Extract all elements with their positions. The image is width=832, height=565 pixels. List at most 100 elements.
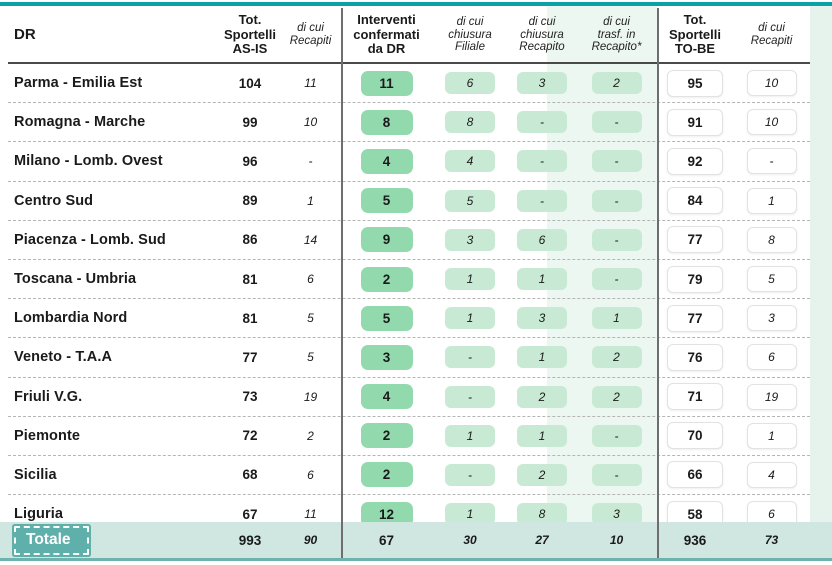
interventi-chip: 2: [360, 462, 413, 488]
dr-label: Centro Sud: [14, 192, 94, 209]
interventi-chip: 11: [360, 70, 413, 96]
totale-trasf: 10: [609, 533, 624, 547]
asis-recapiti-value: 5: [307, 311, 314, 326]
tobe-recapiti-chip: -: [746, 148, 797, 175]
dr-label: Liguria: [14, 506, 64, 523]
tobe-recapiti-chip: 3: [746, 305, 797, 332]
header-trasf-recapito: di cui trasf. in Recapito*: [591, 15, 642, 54]
totale-filiale: 30: [463, 533, 477, 547]
dr-label: Lombardia Nord: [14, 310, 128, 327]
interventi-chip: 9: [360, 227, 413, 253]
totale-badge: Totale: [14, 525, 89, 555]
table-body: Parma - Emilia Est 104 11 11 6 3 2 95 10…: [8, 64, 810, 536]
chiusura-recapito-chip: 2: [517, 463, 567, 486]
trasf-recapito-chip: -: [591, 150, 642, 173]
tobe-total-chip: 84: [667, 187, 723, 215]
chiusura-recapito-chip: 3: [517, 72, 567, 95]
trasf-recapito-chip: -: [591, 424, 642, 447]
header-interventi: Interventi confermati da DR: [353, 12, 420, 57]
interventi-chip: 4: [360, 148, 413, 174]
bottom-border-line: [0, 558, 832, 561]
table-row: Toscana - Umbria 81 6 2 1 1 - 79 5: [8, 260, 810, 300]
chiusura-filiale-chip: 1: [445, 503, 495, 526]
asis-recapiti-value: 11: [304, 507, 317, 522]
chiusura-filiale-chip: 4: [445, 150, 495, 173]
asis-total-value: 89: [242, 193, 258, 209]
table-row: Sicilia 68 6 2 - 2 - 66 4: [8, 456, 810, 496]
dr-label: Piemonte: [14, 427, 81, 444]
trasf-recapito-chip: -: [591, 189, 642, 212]
trasf-recapito-chip: 1: [591, 307, 642, 330]
chiusura-filiale-chip: 8: [445, 111, 495, 134]
chiusura-recapito-chip: 2: [517, 385, 567, 408]
header-asis-total: Tot. Sportelli AS-IS: [223, 12, 276, 57]
chiusura-filiale-chip: -: [445, 463, 495, 486]
trasf-recapito-chip: -: [591, 228, 642, 251]
trasf-recapito-chip: 2: [591, 72, 642, 95]
interventi-chip: 2: [360, 266, 413, 292]
asis-total-value: 99: [242, 114, 258, 130]
asis-recapiti-value: 10: [303, 115, 318, 130]
tobe-total-chip: 95: [667, 69, 723, 97]
chiusura-recapito-chip: 3: [517, 307, 567, 330]
table-row: Parma - Emilia Est 104 11 11 6 3 2 95 10: [8, 64, 810, 104]
table-row: Veneto - T.A.A 77 5 3 - 1 2 76 6: [8, 338, 810, 378]
table-row: Piacenza - Lomb. Sud 86 14 9 3 6 - 77 8: [8, 221, 810, 260]
tobe-total-chip: 70: [667, 422, 723, 450]
trasf-recapito-chip: 3: [591, 503, 642, 526]
dr-label: Piacenza - Lomb. Sud: [14, 231, 166, 248]
asis-recapiti-value: 5: [307, 350, 314, 365]
column-divider-left: [341, 8, 343, 558]
tobe-recapiti-chip: 10: [746, 70, 797, 97]
totale-recapito: 27: [535, 533, 549, 547]
asis-total-value: 81: [242, 271, 258, 287]
totale-interventi: 67: [378, 532, 395, 548]
header-chiusura-recapito: di cui chiusura Recapito: [519, 15, 565, 54]
interventi-chip: 4: [360, 384, 413, 410]
chiusura-recapito-chip: -: [517, 111, 567, 134]
asis-total-value: 68: [242, 467, 258, 483]
header-asis-recapiti: di cui Recapiti: [289, 22, 332, 47]
asis-total-value: 81: [242, 310, 258, 326]
tobe-total-chip: 77: [667, 226, 723, 254]
interventi-chip: 5: [360, 188, 413, 214]
tobe-total-chip: 79: [667, 265, 723, 293]
chiusura-filiale-chip: -: [445, 346, 495, 369]
asis-total-value: 67: [242, 506, 258, 522]
totale-tobe: 936: [683, 532, 707, 548]
asis-recapiti-value: 11: [304, 76, 317, 91]
header-chiusura-filiale: di cui chiusura Filiale: [448, 15, 492, 54]
table-row: Liguria 67 11 12 1 8 3 58 6: [8, 495, 810, 533]
tobe-recapiti-chip: 8: [746, 226, 797, 253]
tobe-total-chip: 66: [667, 461, 723, 489]
header-dr: DR: [14, 25, 36, 43]
chiusura-recapito-chip: 1: [517, 424, 567, 447]
asis-recapiti-value: 6: [307, 467, 314, 482]
asis-recapiti-value: 6: [307, 272, 314, 287]
dr-label: Veneto - T.A.A: [14, 349, 113, 366]
asis-total-value: 73: [242, 389, 258, 405]
dr-label: Toscana - Umbria: [14, 271, 137, 288]
dr-label: Romagna - Marche: [14, 114, 146, 131]
dr-label: Milano - Lomb. Ovest: [14, 153, 163, 170]
asis-total-value: 77: [242, 349, 258, 365]
totale-asis-recapiti: 90: [303, 533, 318, 547]
asis-recapiti-value: 2: [307, 428, 314, 443]
dr-label: Sicilia: [14, 466, 57, 483]
chiusura-filiale-chip: 1: [445, 424, 495, 447]
column-divider-right: [657, 8, 659, 558]
chiusura-filiale-chip: -: [445, 385, 495, 408]
table-row: Piemonte 72 2 2 1 1 - 70 1: [8, 417, 810, 456]
tobe-total-chip: 76: [667, 343, 723, 371]
chiusura-filiale-chip: 6: [445, 72, 495, 95]
trasf-recapito-chip: 2: [591, 346, 642, 369]
tobe-total-chip: 71: [667, 383, 723, 411]
tobe-recapiti-chip: 4: [746, 461, 797, 488]
chiusura-recapito-chip: 1: [517, 346, 567, 369]
tobe-recapiti-chip: 1: [746, 422, 797, 449]
interventi-chip: 5: [360, 305, 413, 331]
asis-recapiti-value: 19: [303, 389, 318, 404]
tobe-recapiti-chip: 1: [746, 187, 797, 214]
asis-total-value: 86: [242, 232, 258, 248]
